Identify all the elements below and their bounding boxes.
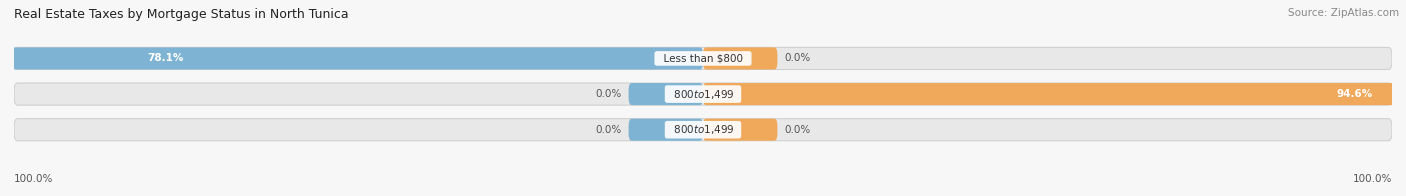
FancyBboxPatch shape <box>14 47 1392 70</box>
FancyBboxPatch shape <box>703 119 778 141</box>
Text: 0.0%: 0.0% <box>596 125 621 135</box>
Text: Source: ZipAtlas.com: Source: ZipAtlas.com <box>1288 8 1399 18</box>
FancyBboxPatch shape <box>628 119 703 141</box>
Text: $800 to $1,499: $800 to $1,499 <box>666 88 740 101</box>
Text: 78.1%: 78.1% <box>146 54 183 64</box>
Text: Less than $800: Less than $800 <box>657 54 749 64</box>
Text: 0.0%: 0.0% <box>785 125 810 135</box>
Text: 100.0%: 100.0% <box>1353 174 1392 184</box>
FancyBboxPatch shape <box>703 83 1406 105</box>
Text: $800 to $1,499: $800 to $1,499 <box>666 123 740 136</box>
Text: 0.0%: 0.0% <box>785 54 810 64</box>
Text: 94.6%: 94.6% <box>1337 89 1372 99</box>
FancyBboxPatch shape <box>703 47 778 70</box>
FancyBboxPatch shape <box>628 83 703 105</box>
Text: Real Estate Taxes by Mortgage Status in North Tunica: Real Estate Taxes by Mortgage Status in … <box>14 8 349 21</box>
Text: 0.0%: 0.0% <box>596 89 621 99</box>
FancyBboxPatch shape <box>0 47 703 70</box>
Text: 100.0%: 100.0% <box>14 174 53 184</box>
FancyBboxPatch shape <box>14 83 1392 105</box>
FancyBboxPatch shape <box>14 119 1392 141</box>
